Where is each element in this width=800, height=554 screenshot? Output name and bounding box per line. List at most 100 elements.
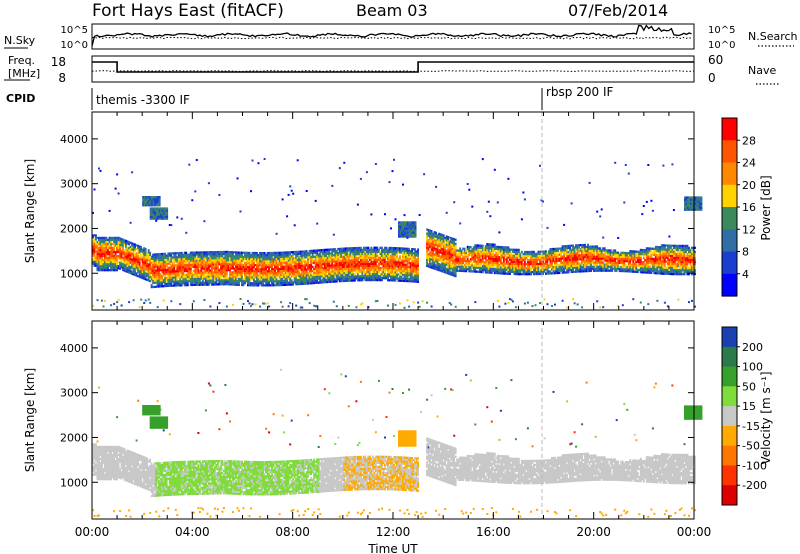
power-echo-cell xyxy=(221,281,224,284)
power-echo-cell xyxy=(179,280,182,283)
power-echo-cell xyxy=(381,260,383,264)
power-echo-cell xyxy=(225,264,228,268)
power-echo-cell xyxy=(238,269,240,272)
power-echo-cell xyxy=(525,263,528,266)
power-echo-cell xyxy=(224,279,227,282)
power-echo-cell xyxy=(221,283,224,286)
power-echo-cell xyxy=(560,255,562,258)
power-echo-cell xyxy=(117,260,120,264)
power-echo-cell xyxy=(526,252,529,256)
power-echo-cell xyxy=(364,264,367,268)
power-echo-cell xyxy=(435,265,437,269)
power-echo-cell xyxy=(268,266,270,269)
power-echo-cell xyxy=(191,251,194,254)
power-echo-cell xyxy=(346,253,349,256)
power-echo-cell xyxy=(356,259,359,262)
power-echo-cell xyxy=(170,224,173,227)
power-echo-cell xyxy=(262,268,264,271)
power-echo-cell xyxy=(552,256,555,259)
power-echo-cell xyxy=(138,259,141,262)
power-echo-cell xyxy=(158,263,161,266)
power-echo-cell xyxy=(448,240,451,243)
power-echo-cell xyxy=(429,259,431,262)
power-echo-cell xyxy=(105,256,108,260)
power-echo-cell xyxy=(405,247,407,250)
power-echo-cell xyxy=(542,268,544,271)
power-echo-cell xyxy=(468,262,471,265)
power-echo-cell xyxy=(219,275,222,278)
power-echo-cell xyxy=(531,271,534,274)
power-echo-cell xyxy=(156,257,159,260)
power-echo-cell xyxy=(445,237,448,240)
power-echo-cell xyxy=(525,250,528,254)
power-echo-cell xyxy=(477,252,480,255)
power-echo-cell xyxy=(232,261,234,264)
power-echo-cell xyxy=(513,260,516,263)
power-echo-cell xyxy=(531,305,534,308)
power-echo-cell xyxy=(225,273,228,276)
power-echo-cell xyxy=(331,278,334,281)
power-echo-cell xyxy=(281,261,284,264)
power-echo-cell xyxy=(212,277,215,280)
power-echo-cell xyxy=(183,251,186,254)
power-echo-cell xyxy=(138,275,141,278)
power-echo-cell xyxy=(343,265,346,268)
power-echo-cell xyxy=(439,243,442,246)
power-echo-cell xyxy=(510,258,513,261)
power-echo-cell xyxy=(272,276,275,279)
power-echo-cell xyxy=(560,263,562,266)
power-echo-cell xyxy=(159,259,162,262)
power-echo-cell xyxy=(281,275,284,278)
power-echo-cell xyxy=(525,271,528,274)
power-echo-cell xyxy=(381,248,383,251)
power-echo-cell xyxy=(176,216,179,219)
power-echo-cell xyxy=(179,251,182,255)
power-echo-cell xyxy=(141,248,144,251)
power-echo-cell xyxy=(371,272,374,276)
power-echo-cell xyxy=(177,268,180,271)
power-echo-cell xyxy=(435,231,437,234)
power-echo-cell xyxy=(143,302,146,304)
power-echo-cell xyxy=(98,256,100,260)
power-echo-cell xyxy=(468,266,471,269)
power-echo-cell xyxy=(200,251,203,254)
power-echo-cell xyxy=(153,255,156,258)
power-echo-cell xyxy=(167,282,170,285)
power-echo-cell xyxy=(171,270,174,273)
power-echo-cell xyxy=(263,266,266,269)
power-echo-cell xyxy=(101,256,103,260)
power-echo-cell xyxy=(543,250,546,253)
power-echo-cell xyxy=(448,244,451,247)
power-echo-cell xyxy=(355,306,358,309)
power-echo-cell xyxy=(481,256,484,260)
power-echo-cell xyxy=(203,273,206,276)
power-echo-cell xyxy=(359,252,362,256)
power-echo-cell xyxy=(374,268,377,272)
power-echo-cell xyxy=(150,277,153,281)
power-echo-cell xyxy=(510,254,513,257)
power-echo-cell xyxy=(507,262,510,265)
power-echo-cell xyxy=(451,261,454,265)
power-echo-cell xyxy=(523,252,526,256)
power-echo-cell xyxy=(448,262,451,265)
power-echo-cell xyxy=(507,266,510,269)
power-echo-cell xyxy=(534,252,537,256)
power-echo-cell xyxy=(341,277,344,281)
power-echo-cell xyxy=(364,260,367,264)
power-echo-cell xyxy=(502,262,505,265)
power-echo-cell xyxy=(346,279,349,282)
power-echo-cell xyxy=(390,271,392,274)
power-echo-cell xyxy=(492,257,495,260)
power-echo-cell xyxy=(528,271,531,274)
power-echo-cell xyxy=(537,266,540,270)
power-echo-cell xyxy=(143,247,146,250)
power-echo-cell xyxy=(278,269,281,273)
power-echo-cell xyxy=(439,237,442,240)
power-echo-cell xyxy=(111,263,114,266)
power-echo-cell xyxy=(93,264,96,267)
power-echo-cell xyxy=(381,266,383,270)
power-echo-cell xyxy=(165,256,168,259)
power-echo-cell xyxy=(108,265,111,268)
power-echo-cell xyxy=(514,264,517,268)
power-echo-cell xyxy=(385,266,388,270)
